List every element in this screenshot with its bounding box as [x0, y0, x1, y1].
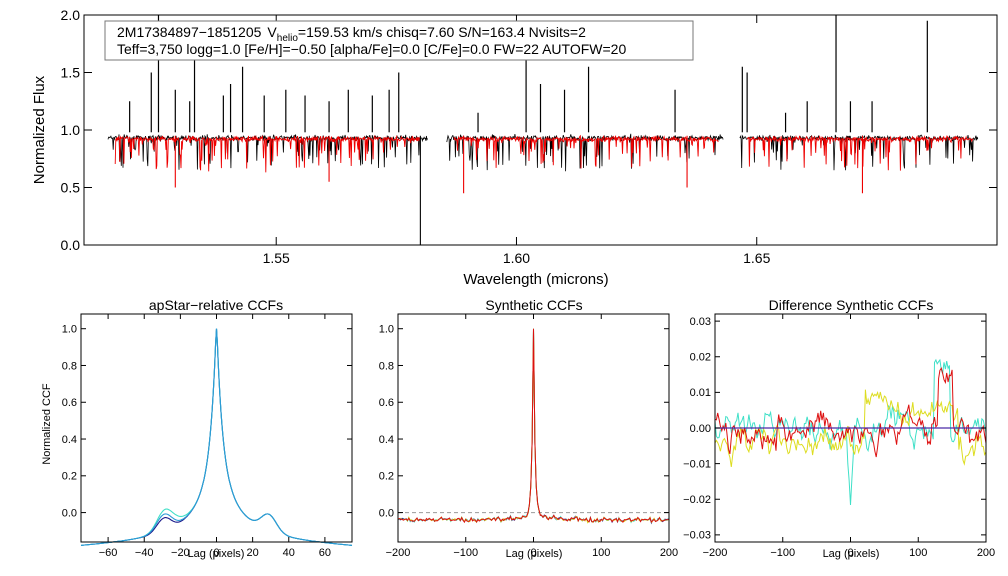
difference-ccf-title: Difference Synthetic CCFs	[769, 297, 934, 313]
synthetic-ccf-ticks: −200 −100 0 100 200 0.0 0.2 0.4 0.6 0.8 1.0	[379, 314, 678, 559]
x-tick-label: −60	[99, 547, 118, 559]
apstar-ccf-series	[80, 328, 353, 546]
diff-line-d1	[714, 358, 987, 506]
x-tick-label: 60	[319, 547, 331, 559]
x-tick-label: 200	[660, 547, 678, 559]
y-tick-label: 1.0	[61, 122, 81, 138]
y-tick-label: 1.5	[61, 64, 81, 80]
difference-ccf-x-axis-label: Lag (pixels)	[823, 548, 880, 560]
y-tick-label: 0.4	[379, 434, 394, 446]
annotation-line-1-values: =159.53 km/s chisq=7.60 S/N=163.4 Nvisit…	[298, 24, 586, 40]
apstar-ccf-panel: apStar−relative CCFs −60 −40 −20 0 20 40 60 0.0…	[41, 297, 353, 560]
x-tick-label: 40	[283, 547, 295, 559]
x-tick-label: 1.55	[263, 250, 290, 266]
annotation-line-1: 2M17384897−1851205 Vhelio=159.53 km/s chi…	[117, 24, 586, 44]
x-tick-label: −200	[386, 547, 411, 559]
y-tick-label: 0.03	[690, 316, 711, 328]
x-tick-label: 20	[247, 547, 259, 559]
y-tick-label: −0.03	[683, 530, 711, 542]
spectrum-x-axis-label: Wavelength (microns)	[463, 271, 608, 288]
x-tick-label: 1.65	[743, 250, 770, 266]
apstar-ccf-ticks: −60 −40 −20 0 20 40 60 0.0 0.2 0.4 0.6 0.8 1.0	[62, 314, 352, 559]
x-tick-label: 200	[977, 547, 995, 559]
spectrum-y-axis-label: Normalized Flux	[31, 75, 48, 184]
x-tick-label: −20	[171, 547, 190, 559]
x-tick-label: 100	[909, 547, 927, 559]
synthetic-ccf-x-axis-label: Lag (pixels)	[506, 548, 563, 560]
apstar-ccf-axes-frame	[80, 313, 353, 543]
x-tick-label: 1.60	[503, 250, 530, 266]
y-tick-label: 0.00	[690, 423, 711, 435]
difference-ccf-panel: Difference Synthetic CCFs −200 −100 0 100 20…	[683, 297, 995, 560]
apstar-ccf-y-axis-label: Normalized CCF	[41, 383, 53, 465]
x-tick-label: 0	[847, 547, 853, 559]
difference-ccf-ticks: −200 −100 0 100 200 −0.03 −0.02 −0.01 0.00 0.01 0.…	[683, 314, 995, 559]
v-helio-label: V	[267, 24, 277, 40]
y-tick-label: −0.02	[683, 494, 711, 506]
y-tick-label: 2.0	[61, 7, 81, 23]
y-tick-label: 0.0	[379, 507, 394, 519]
ccf-line-visit1	[80, 328, 353, 546]
star-id: 2M17384897−1851205	[117, 24, 262, 40]
ccf-line-visit2	[80, 328, 353, 546]
y-tick-label: 0.8	[379, 360, 394, 372]
y-tick-label: 0.01	[690, 387, 711, 399]
apstar-ccf-x-axis-label: Lag (pixels)	[188, 548, 245, 560]
annotation-box	[104, 20, 694, 61]
spectrum-ticks: 1.55 1.60 1.65 0.0 0.5 1.0 1.5 2.0	[61, 7, 997, 266]
x-tick-label: 0	[530, 547, 536, 559]
difference-ccf-series	[714, 358, 987, 506]
spectrum-series	[107, 15, 979, 245]
x-tick-label: −40	[135, 547, 154, 559]
spectrum-line-model	[114, 134, 421, 173]
y-tick-label: 0.2	[379, 471, 394, 483]
spectrum-line-model	[453, 134, 719, 169]
x-tick-label: −100	[770, 547, 795, 559]
diff-line-d3	[714, 366, 987, 458]
x-tick-label: 100	[592, 547, 610, 559]
y-tick-label: 1.0	[379, 324, 394, 336]
y-tick-label: 0.8	[62, 360, 77, 372]
ccf-line-s4	[397, 328, 670, 524]
y-tick-label: −0.01	[683, 458, 711, 470]
y-tick-label: 0.6	[379, 397, 394, 409]
y-tick-label: 0.0	[61, 237, 81, 253]
synthetic-ccf-title: Synthetic CCFs	[485, 297, 582, 313]
y-tick-label: 0.0	[62, 507, 77, 519]
v-helio-subscript: helio	[277, 33, 299, 44]
x-tick-label: 0	[213, 547, 219, 559]
y-tick-label: 0.5	[61, 179, 81, 195]
synthetic-ccf-panel: Synthetic CCFs −200 −100 0 100 200 0.0 0.2 0.4 0…	[379, 297, 678, 560]
y-tick-label: 0.4	[62, 434, 77, 446]
y-tick-label: 1.0	[62, 324, 77, 336]
x-tick-label: −100	[453, 547, 478, 559]
y-tick-label: 0.6	[62, 397, 77, 409]
spectrum-panel: 1.55 1.60 1.65 0.0 0.5 1.0 1.5 2.0 Normalized F…	[31, 7, 998, 288]
y-tick-label: 0.2	[62, 471, 77, 483]
apstar-ccf-title: apStar−relative CCFs	[149, 297, 283, 313]
y-tick-label: 0.02	[690, 352, 711, 364]
spectrum-line-model	[746, 134, 974, 171]
annotation-line-2: Teff=3,750 logg=1.0 [Fe/H]=−0.50 [alpha/…	[117, 41, 626, 57]
x-tick-label: −200	[703, 547, 728, 559]
ccf-line-combined	[80, 328, 353, 546]
synthetic-ccf-series	[397, 328, 670, 525]
